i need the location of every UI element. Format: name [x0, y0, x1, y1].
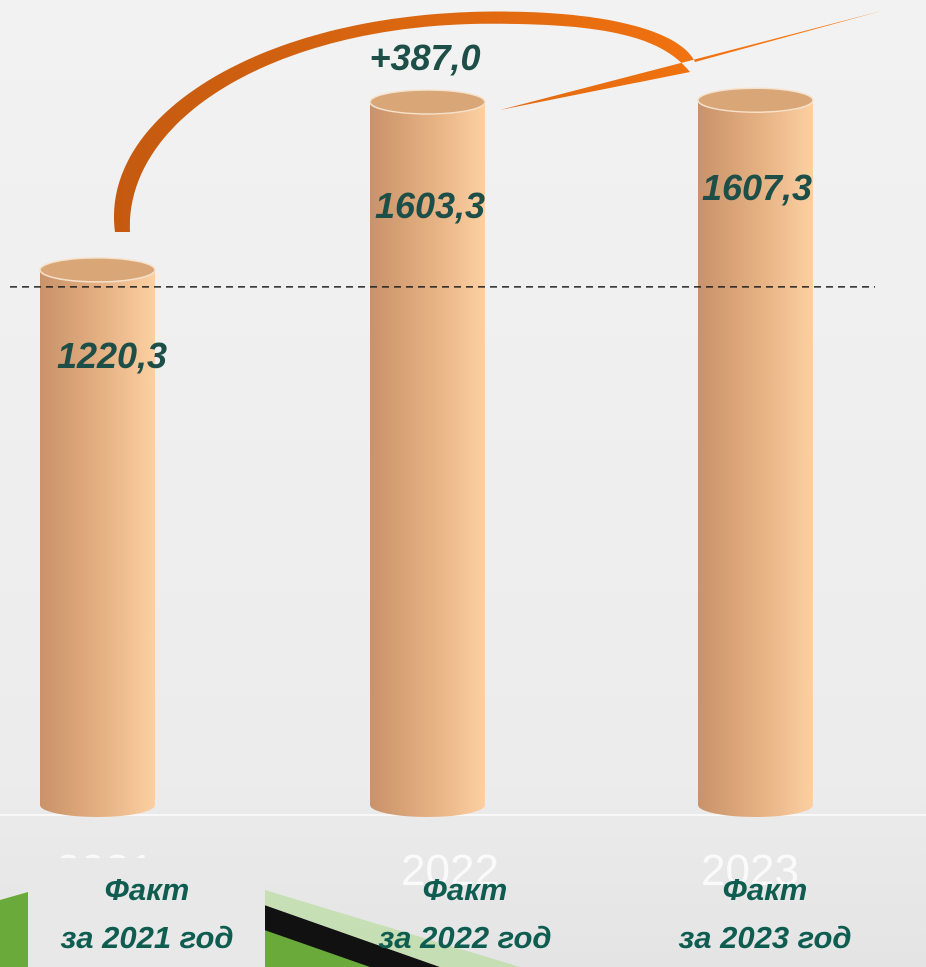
- category-label: Факт: [423, 872, 508, 907]
- label-box: [28, 858, 265, 967]
- bar-top: [369, 89, 486, 115]
- category-label: Факт: [105, 872, 190, 907]
- decor-black: [250, 900, 440, 967]
- bar: [40, 269, 155, 817]
- category-label: за 2022 год: [378, 920, 551, 955]
- decor-light: [265, 890, 520, 967]
- bar-top: [697, 87, 814, 113]
- category-label: Факт: [723, 872, 808, 907]
- bar: [370, 101, 485, 817]
- year-label: 2023: [701, 846, 799, 895]
- value-label: 1607,3: [702, 167, 812, 208]
- bar: [698, 100, 813, 817]
- annotation: +387,0: [369, 37, 480, 78]
- category-label: за 2023 год: [678, 920, 851, 955]
- year-label: 2022: [401, 846, 499, 895]
- bar-top: [39, 257, 156, 283]
- category-label: за 2021 год: [60, 920, 233, 955]
- value-label: 1220,3: [57, 335, 167, 376]
- value-label: 1603,3: [375, 185, 485, 226]
